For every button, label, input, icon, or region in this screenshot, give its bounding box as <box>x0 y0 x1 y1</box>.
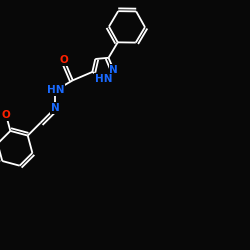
Text: HN: HN <box>47 85 64 95</box>
Text: O: O <box>60 55 68 65</box>
Text: HN: HN <box>95 74 112 84</box>
Text: N: N <box>51 103 60 113</box>
Text: N: N <box>110 65 118 75</box>
Text: O: O <box>2 110 10 120</box>
